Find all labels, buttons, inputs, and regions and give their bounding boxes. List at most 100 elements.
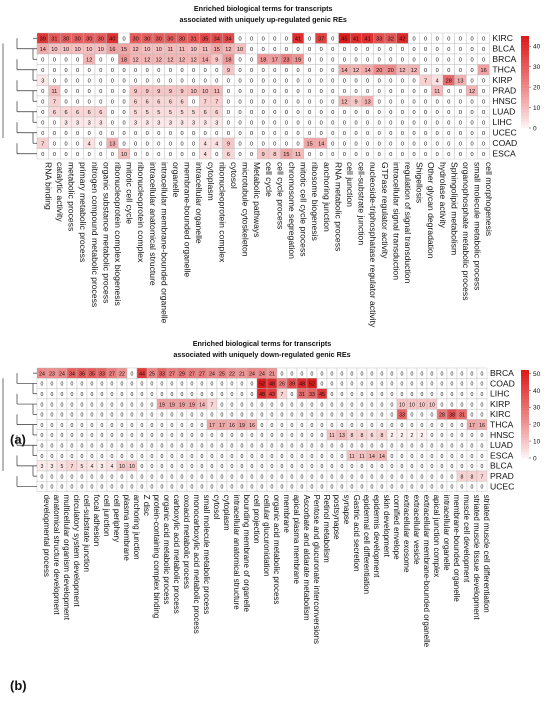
cell-value-label: 10 <box>63 47 69 53</box>
column-label: Metabolic pathways <box>252 162 262 237</box>
cell-value-label: 0 <box>241 433 244 439</box>
cell-value-label: 21 <box>239 371 245 377</box>
cell-value-label: 0 <box>354 58 357 64</box>
cell-value-label: 11 <box>329 433 334 439</box>
cell-value-label: 0 <box>401 142 404 148</box>
cell-value-label: 0 <box>412 110 415 116</box>
cell-value-label: 10 <box>98 47 104 53</box>
cell-value-label: 0 <box>61 382 64 388</box>
column-label: extracellular exosome <box>402 495 411 573</box>
column-label: muscle cell development <box>462 495 471 583</box>
cell-value-label: 0 <box>431 413 434 419</box>
cell-value-label: 0 <box>122 37 125 43</box>
cell-value-label: 0 <box>151 474 154 480</box>
cell-value-label: 0 <box>441 382 444 388</box>
cell-value-label: 0 <box>431 392 434 398</box>
cell-value-label: 19 <box>295 58 301 64</box>
cell-value-label: 0 <box>157 79 160 85</box>
cell-value-label: 0 <box>424 68 427 74</box>
cell-value-label: 15 <box>214 47 220 53</box>
cell-value-label: 0 <box>459 37 462 43</box>
cell-value-label: 0 <box>378 47 381 53</box>
cell-value-label: 0 <box>378 79 381 85</box>
row-label: PRAD <box>490 471 514 481</box>
cell-value-label: 0 <box>447 121 450 127</box>
cell-value-label: 0 <box>371 371 374 377</box>
panel-label: (b) <box>10 678 27 693</box>
cell-value-label: 0 <box>401 131 404 137</box>
cell-value-label: 0 <box>181 444 184 450</box>
cell-value-label: 0 <box>389 142 392 148</box>
cell-value-label: 0 <box>204 79 207 85</box>
legend-tick-label: 20 <box>533 422 541 429</box>
cell-value-label: 0 <box>99 100 102 106</box>
legend-swatch <box>521 399 529 403</box>
legend-tick-label: 10 <box>533 439 541 446</box>
cell-value-label: 4 <box>215 142 218 148</box>
cell-value-label: 0 <box>436 47 439 53</box>
cell-value-label: 40 <box>109 37 115 43</box>
row-label: THCA <box>492 65 516 75</box>
cell-value-label: 0 <box>238 152 241 158</box>
cell-value-label: 0 <box>99 142 102 148</box>
cell-value-label: 0 <box>53 152 56 158</box>
column-label: mitotic cell cycle <box>125 162 135 224</box>
legend-swatch <box>521 381 529 385</box>
cell-value-label: 0 <box>262 89 265 95</box>
cell-value-label: 6 <box>88 110 91 116</box>
cell-value-label: 5 <box>61 464 64 470</box>
cell-value-label: 0 <box>88 79 91 85</box>
legend-swatch <box>521 57 529 61</box>
cell-value-label: 19 <box>189 402 195 408</box>
cell-value-label: 33 <box>99 371 105 377</box>
cell-value-label: 0 <box>151 433 154 439</box>
row-label: LIHC <box>490 389 510 399</box>
cell-value-label: 0 <box>91 413 94 419</box>
legend-tick-label: 30 <box>533 64 541 71</box>
cell-value-label: 0 <box>482 89 485 95</box>
legend-tick-label: 0 <box>533 456 537 463</box>
cell-value-label: 17 <box>219 423 225 429</box>
cell-value-label: 0 <box>351 423 354 429</box>
cell-value-label: 0 <box>273 68 276 74</box>
legend-tick-label: 30 <box>533 405 541 412</box>
cell-value-label: 3 <box>146 121 149 127</box>
cell-value-label: 0 <box>51 392 54 398</box>
cell-value-label: 0 <box>441 464 444 470</box>
cell-value-label: 0 <box>250 68 253 74</box>
cell-value-label: 10 <box>119 464 125 470</box>
cell-value-label: 0 <box>262 37 265 43</box>
cell-value-label: 0 <box>61 423 64 429</box>
cell-value-label: 0 <box>231 474 234 480</box>
cell-value-label: 31 <box>459 413 465 419</box>
legend-swatch <box>521 109 529 113</box>
cell-value-label: 0 <box>447 110 450 116</box>
cell-value-label: 0 <box>121 474 124 480</box>
cell-value-label: 0 <box>241 444 244 450</box>
cell-value-label: 0 <box>64 152 67 158</box>
cell-value-label: 0 <box>320 131 323 137</box>
cell-value-label: 0 <box>366 142 369 148</box>
cell-value-label: 24 <box>59 371 65 377</box>
cell-value-label: 11 <box>295 152 301 158</box>
cell-value-label: 0 <box>171 454 174 460</box>
cell-value-label: 0 <box>401 444 404 450</box>
cell-value-label: 0 <box>291 474 294 480</box>
cell-value-label: 11 <box>434 89 440 95</box>
cell-value-label: 0 <box>171 382 174 388</box>
cell-value-label: 0 <box>285 131 288 137</box>
cell-value-label: 0 <box>389 79 392 85</box>
cell-value-label: 0 <box>401 47 404 53</box>
cell-value-label: 0 <box>91 454 94 460</box>
column-label: epidermal cell differentiation <box>362 495 371 594</box>
cell-value-label: 0 <box>436 121 439 127</box>
cell-value-label: 0 <box>41 110 44 116</box>
legend-swatch <box>521 428 529 432</box>
cell-value-label: 0 <box>273 79 276 85</box>
cell-value-label: 0 <box>51 474 54 480</box>
cell-value-label: 0 <box>391 444 394 450</box>
cell-value-label: 0 <box>451 392 454 398</box>
cell-value-label: 3 <box>215 121 218 127</box>
cell-value-label: 0 <box>285 89 288 95</box>
cell-value-label: 0 <box>191 444 194 450</box>
